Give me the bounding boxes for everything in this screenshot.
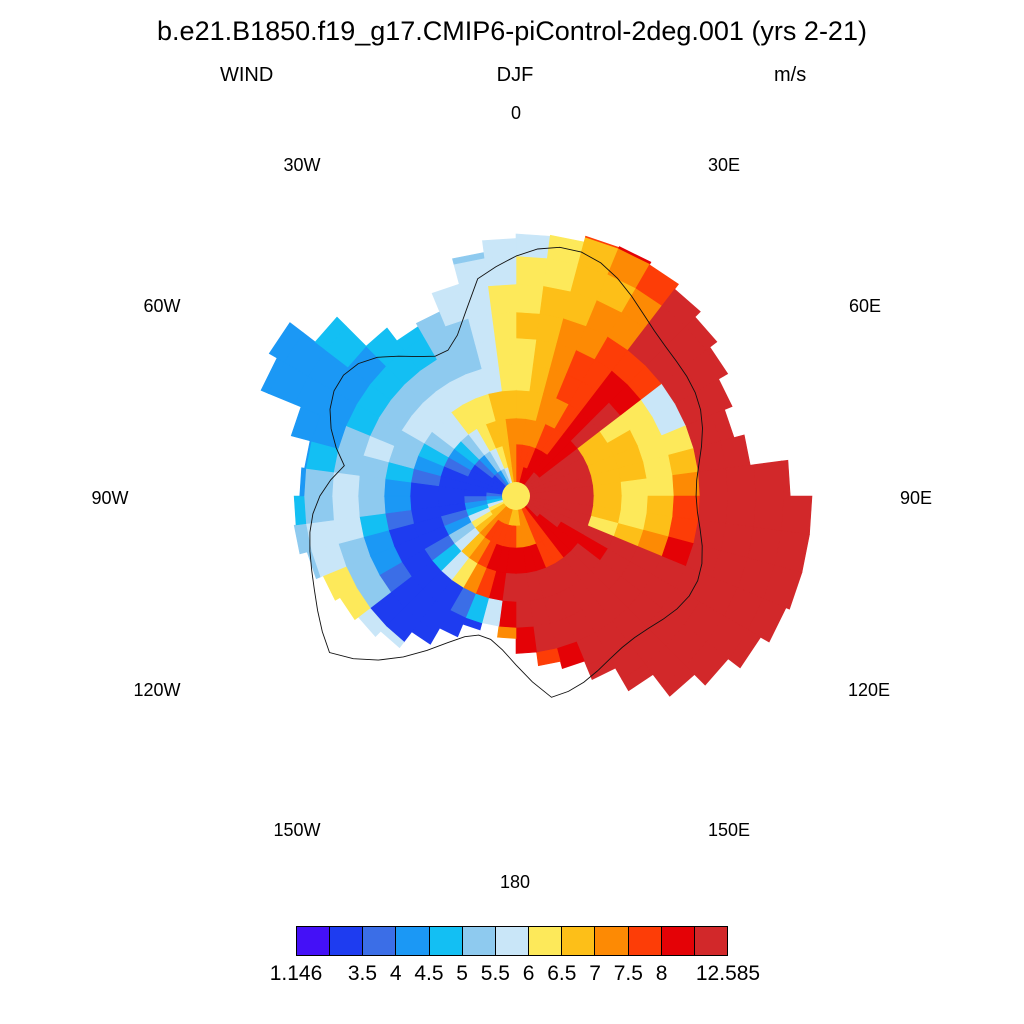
lon-label-90w: 90W — [91, 488, 129, 508]
wind-cell — [497, 626, 517, 639]
colorbar-swatch — [330, 927, 364, 955]
wind-cell — [698, 467, 729, 497]
lon-label-60w: 60W — [143, 296, 181, 316]
wind-cell — [515, 283, 545, 314]
lon-label-150e: 150E — [707, 820, 751, 840]
wind-cell — [646, 475, 675, 497]
lon-label-120w: 120W — [133, 680, 181, 700]
colorbar-tick-label: 7 — [589, 962, 601, 985]
wind-cell — [685, 641, 729, 686]
colorbar-swatch — [462, 927, 496, 955]
colorbar-tick-label: 5 — [456, 962, 468, 985]
lon-label-60e: 60E — [848, 296, 882, 316]
wind-cell — [698, 495, 729, 525]
colorbar-swatch — [529, 927, 563, 955]
colorbar-swatch — [661, 927, 695, 955]
wind-cell — [268, 322, 304, 363]
wind-cell — [491, 311, 517, 340]
colorbar-tick-label: 4 — [389, 962, 402, 985]
wind-cell — [728, 629, 762, 669]
colorbar-tick-label: 12.585 — [695, 962, 761, 985]
colorbar-tick-label: 4.5 — [414, 962, 444, 985]
wind-cell — [331, 495, 360, 521]
wind-cell — [383, 495, 412, 514]
colorbar-tick-label: 8 — [655, 962, 668, 985]
lon-label-90e: 90E — [899, 488, 933, 508]
lon-label-150w: 150W — [273, 820, 321, 840]
wind-cell — [515, 255, 548, 287]
colorbar-swatch — [694, 927, 728, 955]
wind-cell — [618, 246, 652, 265]
wind-cell — [635, 264, 679, 307]
wind-cell — [725, 495, 757, 528]
plot-title: b.e21.B1850.f19_g17.CMIP6-piControl-2deg… — [157, 16, 867, 46]
wind-cell — [314, 316, 347, 351]
wind-cell — [621, 663, 654, 692]
wind-cell — [498, 363, 517, 392]
lon-label-30e: 30E — [707, 155, 741, 175]
units-label: m/s — [774, 64, 807, 86]
pole-cap — [502, 482, 530, 510]
colorbar-swatch — [396, 927, 430, 955]
wind-cell — [299, 467, 307, 497]
wind-cell — [747, 598, 787, 643]
colorbar-swatch — [628, 927, 662, 955]
wind-cell — [556, 641, 585, 670]
colorbar-swatch — [297, 927, 331, 955]
antarctica-coastline — [309, 246, 703, 698]
wind-cell — [293, 495, 307, 526]
wind-cell — [672, 495, 701, 521]
wind-cell — [331, 471, 360, 497]
wind-cell — [515, 311, 541, 340]
lon-label-0: 0 — [510, 103, 522, 123]
colorbar — [296, 926, 728, 956]
wind-cell — [685, 316, 718, 351]
wind-cell — [661, 665, 695, 697]
wind-cell — [781, 495, 813, 535]
colorbar-swatch — [562, 927, 596, 955]
wind-cell — [495, 337, 517, 366]
lon-label-180: 180 — [499, 872, 531, 892]
wind-cell — [357, 495, 386, 517]
wind-cell — [620, 478, 649, 497]
wind-cell — [293, 523, 312, 555]
colorbar-swatch — [495, 927, 530, 955]
wind-cell — [699, 378, 733, 416]
colorbar-swatch — [363, 927, 397, 955]
colorbar-tick-label: 7.5 — [613, 962, 643, 985]
wind-cell — [763, 565, 803, 610]
wind-cell — [536, 648, 561, 667]
wind-cell — [487, 283, 517, 314]
colorbar-tick-label: 3.5 — [347, 962, 378, 985]
wind-cell — [720, 434, 751, 469]
wind-cell — [515, 626, 537, 654]
colorbar-tick-label: 5.5 — [480, 962, 510, 985]
wind-cell — [753, 495, 785, 532]
wind-cell — [515, 600, 534, 629]
wind-cell — [303, 495, 334, 525]
variable-label: WIND — [220, 64, 274, 86]
wind-cell — [753, 460, 785, 497]
lon-label-120e: 120E — [847, 680, 891, 700]
colorbar-tick-label: 1.146 — [269, 962, 323, 985]
wind-cell — [705, 346, 729, 377]
wind-field — [260, 233, 813, 697]
colorbar-tick-label: 6 — [522, 962, 535, 985]
season-label: DJF — [496, 64, 534, 86]
colorbar-swatch — [595, 927, 629, 955]
coastline — [309, 246, 703, 698]
wind-cell — [725, 464, 757, 497]
colorbar-swatch — [429, 927, 463, 955]
colorbar-tick-label: 6.5 — [547, 962, 577, 985]
wind-cell — [661, 288, 701, 327]
wind-cell — [482, 238, 517, 259]
lon-label-30w: 30W — [283, 155, 321, 175]
